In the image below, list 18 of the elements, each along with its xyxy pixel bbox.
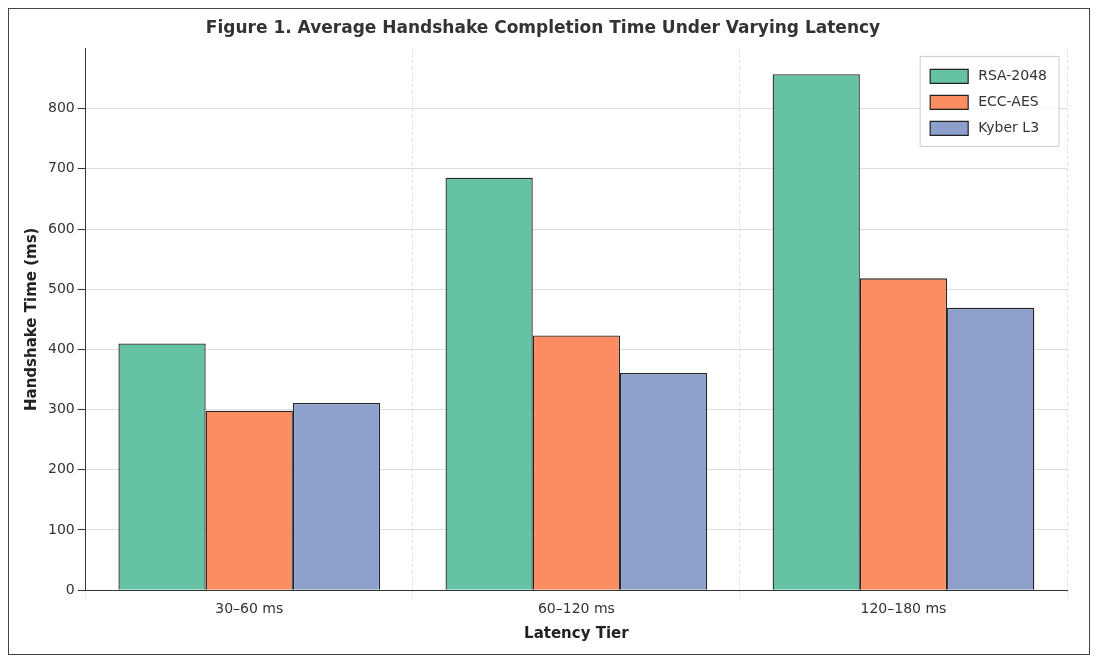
x-tick-label: 120–180 ms [860,600,947,617]
y-tick-label: 400 [47,340,75,357]
y-tick-label: 700 [47,159,75,176]
chart-title: Figure 1. Average Handshake Completion Time Under Varying Latency [205,16,881,37]
y-tick-label: 100 [47,520,75,537]
y-tick-label: 300 [47,400,75,417]
y-tick-label: 800 [47,99,75,116]
y-axis-title: Handshake Time (ms) [21,227,40,412]
legend-label: RSA-2048 [978,67,1047,84]
y-tick-label: 200 [47,460,75,477]
x-tick-label: 60–120 ms [537,600,615,617]
x-tick-label: 30–60 ms [215,600,284,617]
y-tick-label: 500 [47,279,75,296]
y-tick-label: 0 [65,580,75,597]
legend-label: Kyber L3 [978,119,1040,136]
y-tick-label: 600 [47,219,75,236]
legend-label: ECC-AES [978,93,1039,110]
x-axis-title: Latency Tier [524,623,630,642]
